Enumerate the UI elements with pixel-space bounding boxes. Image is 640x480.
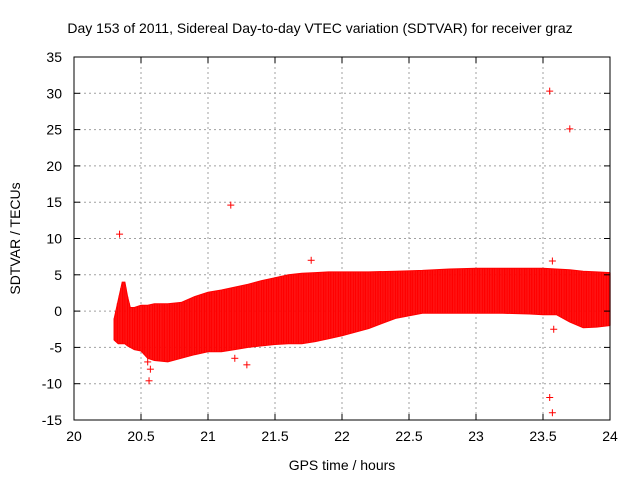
outlier-point	[548, 257, 556, 265]
x-tick-label: 20.5	[127, 428, 154, 444]
data-series	[113, 87, 611, 417]
x-tick-label: 22.5	[395, 428, 422, 444]
y-tick-label: 35	[46, 49, 62, 65]
outlier-point	[550, 325, 558, 333]
y-tick-label: 5	[54, 267, 62, 283]
outlier-point	[144, 358, 152, 366]
outlier-point	[145, 377, 153, 385]
x-tick-label: 22	[334, 428, 350, 444]
outlier-point	[243, 361, 251, 369]
x-tick-label: 21.5	[261, 428, 288, 444]
outlier-point	[566, 125, 574, 133]
outlier-point	[307, 256, 315, 264]
y-tick-label: 20	[46, 158, 62, 174]
x-tick-label: 23.5	[529, 428, 556, 444]
outlier-point	[546, 393, 554, 401]
y-tick-label: 10	[46, 231, 62, 247]
x-tick-label: 24	[602, 428, 618, 444]
y-axis-label: SDTVAR / TECUs	[7, 182, 23, 294]
y-tick-label: -10	[42, 376, 62, 392]
outlier-point	[227, 201, 235, 209]
y-tick-label: -5	[50, 339, 63, 355]
outlier-point	[546, 87, 554, 95]
x-tick-label: 23	[468, 428, 484, 444]
outlier-point	[116, 230, 124, 238]
outlier-point	[548, 409, 556, 417]
y-tick-label: 15	[46, 194, 62, 210]
axis-ticks	[73, 56, 611, 421]
chart-title: Day 153 of 2011, Sidereal Day-to-day VTE…	[67, 20, 573, 36]
y-tick-labels: -15 -10 -5 0 5 10 15 20 25 30 35	[42, 49, 62, 428]
y-tick-label: 0	[54, 303, 62, 319]
y-tick-label: 25	[46, 122, 62, 138]
outlier-point	[146, 365, 154, 373]
plot-border	[73, 56, 611, 421]
x-tick-labels: 20 20.5 21 21.5 22 22.5 23 23.5 24	[66, 428, 618, 444]
x-axis-label: GPS time / hours	[289, 457, 396, 473]
outlier-point	[231, 354, 239, 362]
y-tick-label: -15	[42, 412, 62, 428]
x-tick-label: 21	[200, 428, 216, 444]
y-tick-label: 30	[46, 85, 62, 101]
x-tick-label: 20	[66, 428, 82, 444]
